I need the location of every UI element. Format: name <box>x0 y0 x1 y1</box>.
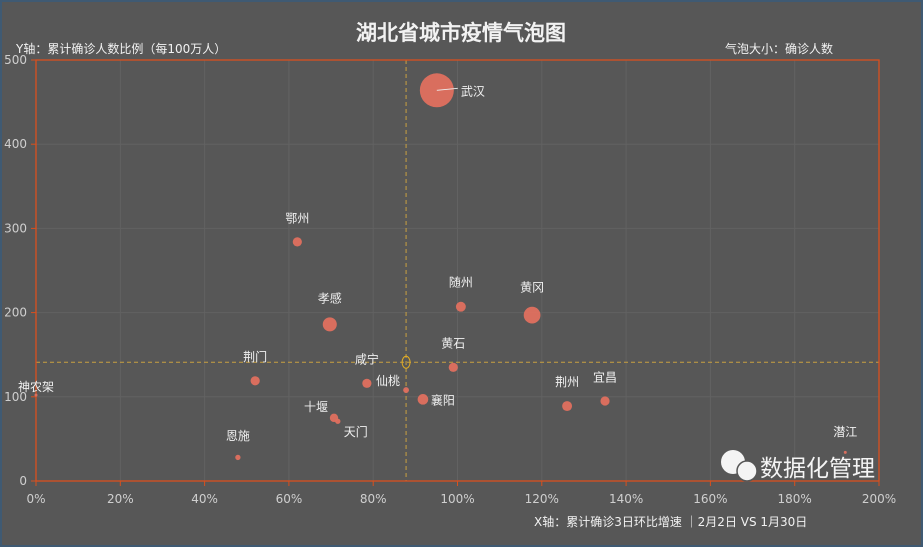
x-tick-label: 0% <box>26 492 45 506</box>
x-tick-label: 160% <box>693 492 727 506</box>
bubble <box>562 401 573 412</box>
bubble-label: 黄冈 <box>520 281 544 295</box>
bubble-label: 鄂州 <box>285 211 309 225</box>
bubble-label: 咸宁 <box>355 352 379 367</box>
watermark: 数据化管理 <box>721 450 875 482</box>
bubble-label: 武汉 <box>461 84 485 98</box>
plot-border <box>35 59 880 482</box>
watermark-text: 数据化管理 <box>760 456 875 482</box>
x-tick-label: 140% <box>609 492 643 506</box>
x-axis-label: X轴：累计确诊3日环比增速 ｜2月2日 VS 1月30日 <box>534 514 807 529</box>
chart-title: 湖北省城市疫情气泡图 <box>356 21 566 45</box>
bubble <box>250 376 260 386</box>
bubble <box>335 418 341 424</box>
wechat-icon-bubble <box>736 460 758 482</box>
y-tick-label: 400 <box>4 137 27 151</box>
bubble-label: 荆州 <box>555 375 579 389</box>
x-tick-label: 120% <box>525 492 559 506</box>
x-tick-label: 40% <box>191 492 218 506</box>
bubble <box>600 396 610 406</box>
bubble-label: 恩施 <box>226 429 250 443</box>
y-axis-label: Y轴：累计确诊人数比例（每100万人） <box>15 41 226 56</box>
bubble-label: 襄阳 <box>431 392 455 407</box>
bubble-label: 十堰 <box>304 400 328 414</box>
bubble <box>322 317 337 332</box>
y-tick-label: 200 <box>4 306 27 320</box>
x-tick-label: 20% <box>107 492 134 506</box>
y-tick-label: 300 <box>4 221 27 235</box>
reference-marker <box>401 355 411 369</box>
x-tick-label: 80% <box>360 492 387 506</box>
bubble <box>292 237 302 247</box>
bubble-label: 随州 <box>449 275 473 290</box>
label-leader <box>436 87 458 91</box>
grid <box>35 59 880 482</box>
bubble <box>455 301 466 312</box>
reference-lines <box>36 60 879 481</box>
bubble <box>843 450 847 454</box>
bubble <box>403 387 409 393</box>
bubble <box>523 306 541 324</box>
bubble-label: 荆门 <box>243 349 267 364</box>
bubble <box>417 394 429 405</box>
bubble-label: 孝感 <box>318 290 342 305</box>
bubble-label: 黄石 <box>441 337 465 351</box>
y-tick-label: 500 <box>4 53 27 67</box>
y-tick-label: 0 <box>19 474 27 488</box>
size-legend-label: 气泡大小：确诊人数 <box>725 41 833 56</box>
x-tick-label: 100% <box>440 492 474 506</box>
x-tick-label: 200% <box>862 492 896 506</box>
x-tick-label: 180% <box>778 492 812 506</box>
bubble-label: 宜昌 <box>593 369 617 384</box>
bubble <box>448 362 458 372</box>
x-tick-label: 60% <box>276 492 303 506</box>
bubble-label: 仙桃 <box>376 373 400 388</box>
bubble-label: 潜江 <box>833 425 857 439</box>
bubble <box>34 393 38 397</box>
bubble-label: 神农架 <box>18 380 54 394</box>
bubble <box>235 454 241 461</box>
axes: 0% 20% 40% 60% 80% 100% 120% 140% 160% 180% 200% 0 1… <box>4 53 896 506</box>
bubble-label: 天门 <box>344 424 368 439</box>
bubble <box>362 378 372 388</box>
y-tick-label: 100 <box>4 390 27 404</box>
